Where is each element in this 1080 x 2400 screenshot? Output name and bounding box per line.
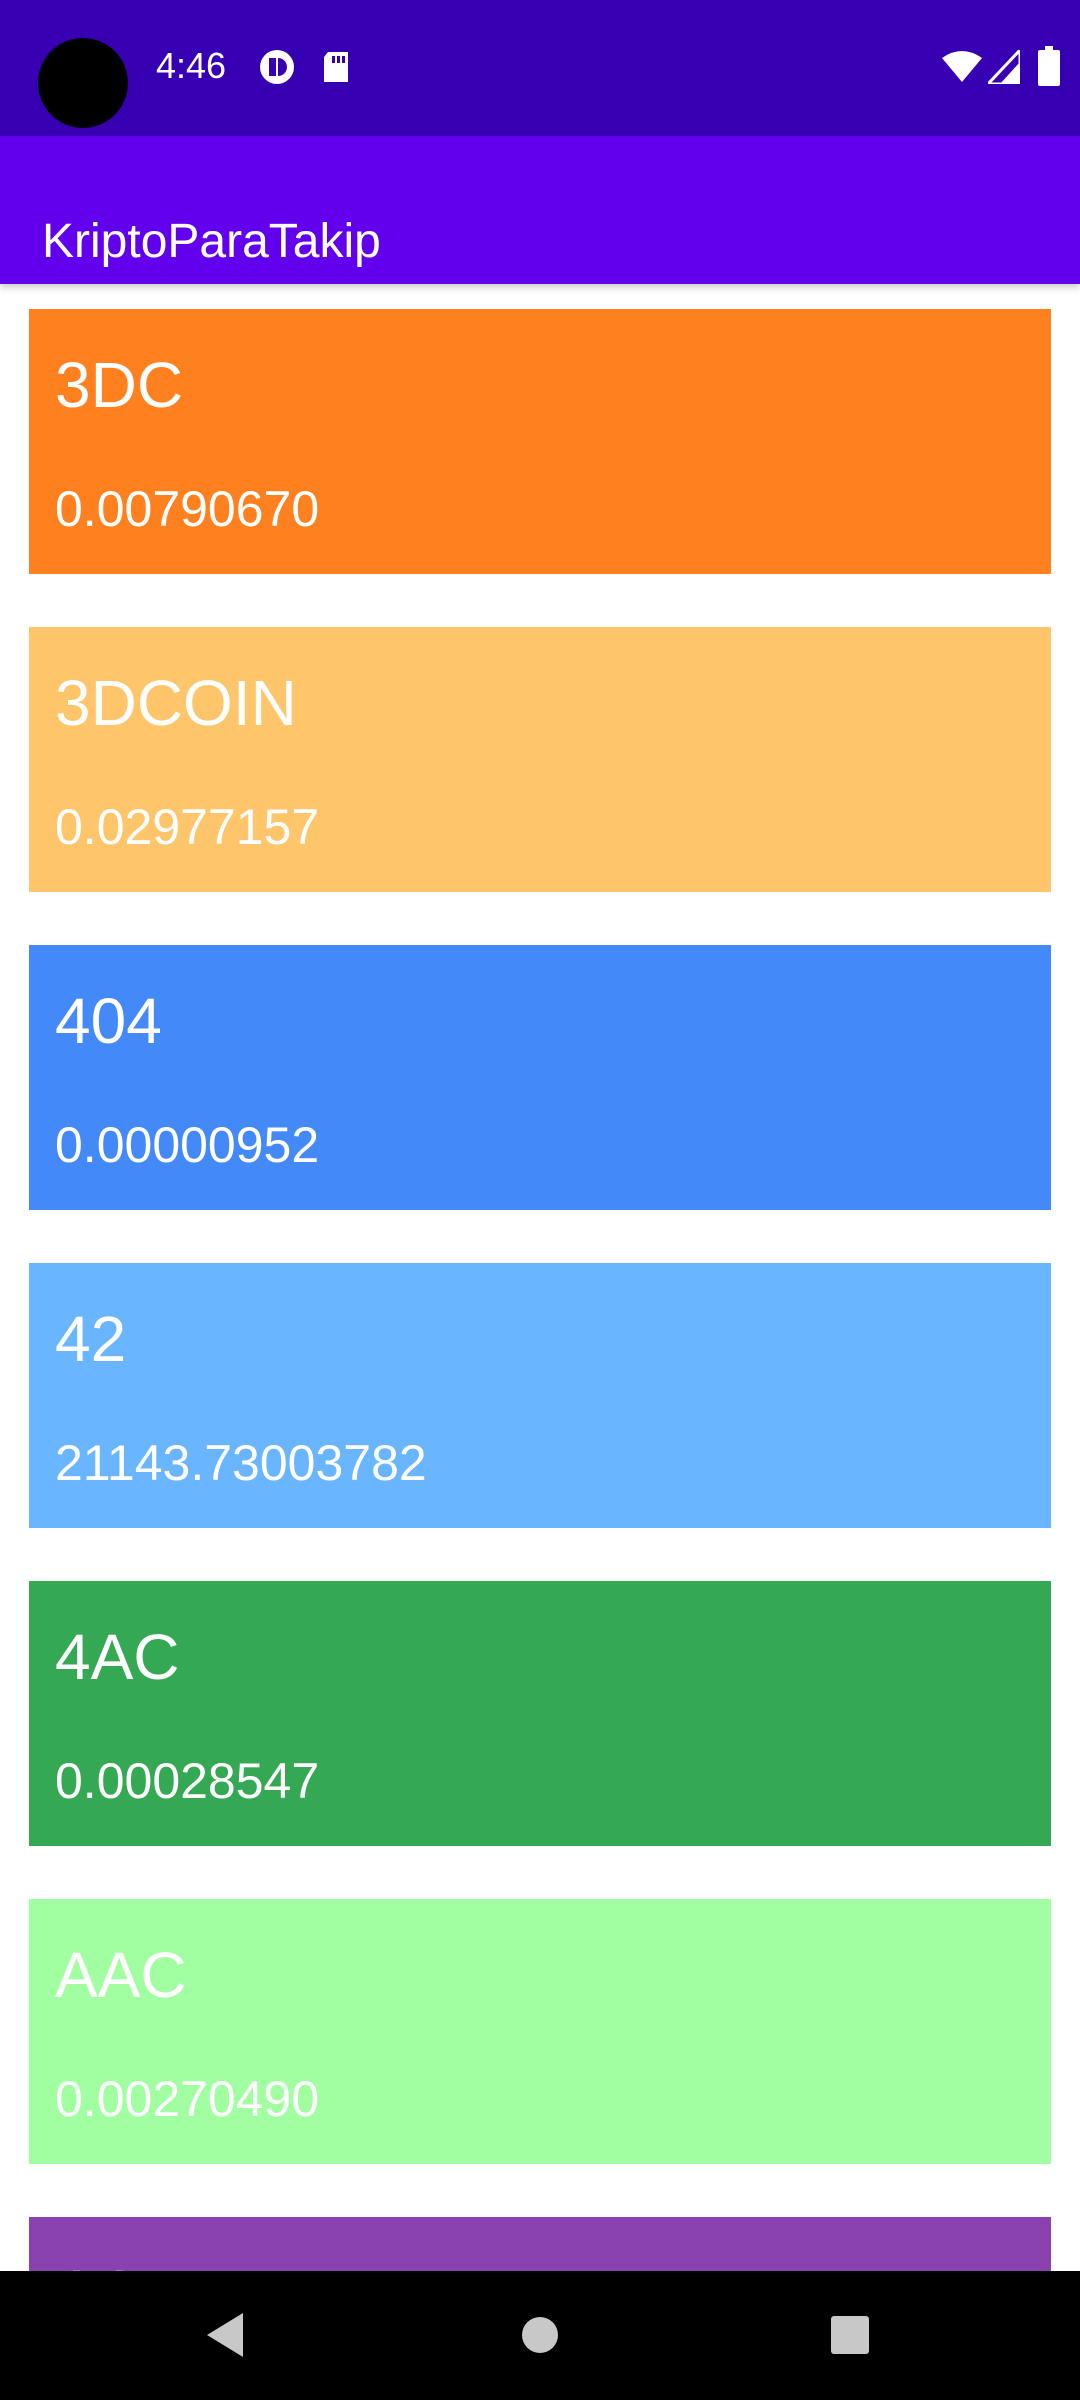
coin-name: AAC — [55, 1939, 187, 2011]
coin-name: 42 — [55, 1303, 127, 1375]
coin-list[interactable]: 3DC 0.00790670 3DCOIN 0.02977157 404 0.0… — [0, 284, 1080, 2271]
camera-cutout — [38, 38, 128, 128]
battery-icon — [1038, 46, 1060, 86]
coin-price: 0.02977157 — [55, 799, 320, 855]
home-icon[interactable] — [508, 2303, 572, 2367]
app-bar: KriptoParaTakip — [0, 136, 1080, 284]
coin-name: 404 — [55, 985, 162, 1057]
coin-price: 0.00000952 — [55, 1117, 320, 1173]
recents-icon[interactable] — [818, 2303, 882, 2367]
coin-price: 21143.73003782 — [55, 1435, 427, 1491]
coin-name: 3DCOIN — [55, 667, 297, 739]
coin-card[interactable]: AAC 0.00270490 — [29, 1899, 1051, 2164]
coin-card[interactable]: 3DC 0.00790670 — [29, 309, 1051, 574]
coin-card[interactable]: 404 0.00000952 — [29, 945, 1051, 1210]
coin-card[interactable]: AAT — [29, 2217, 1051, 2271]
sd-card-icon — [324, 52, 348, 82]
coin-price: 0.00790670 — [55, 481, 320, 537]
coin-name: 3DC — [55, 349, 184, 421]
coin-card[interactable]: 42 21143.73003782 — [29, 1263, 1051, 1528]
coin-card[interactable]: 4AC 0.00028547 — [29, 1581, 1051, 1846]
back-icon[interactable] — [193, 2303, 257, 2367]
coin-card[interactable]: 3DCOIN 0.02977157 — [29, 627, 1051, 892]
app-title: KriptoParaTakip — [42, 215, 381, 269]
vpn-key-icon — [260, 50, 294, 84]
status-bar: 4:46 — [0, 0, 1080, 136]
signal-icon — [988, 50, 1020, 84]
navigation-bar — [0, 2271, 1080, 2400]
wifi-icon — [942, 51, 982, 82]
coin-price: 0.00028547 — [55, 1753, 320, 1809]
coin-name: AAT — [55, 2255, 175, 2271]
coin-name: 4AC — [55, 1621, 180, 1693]
coin-price: 0.00270490 — [55, 2071, 320, 2127]
status-time: 4:46 — [156, 45, 227, 86]
